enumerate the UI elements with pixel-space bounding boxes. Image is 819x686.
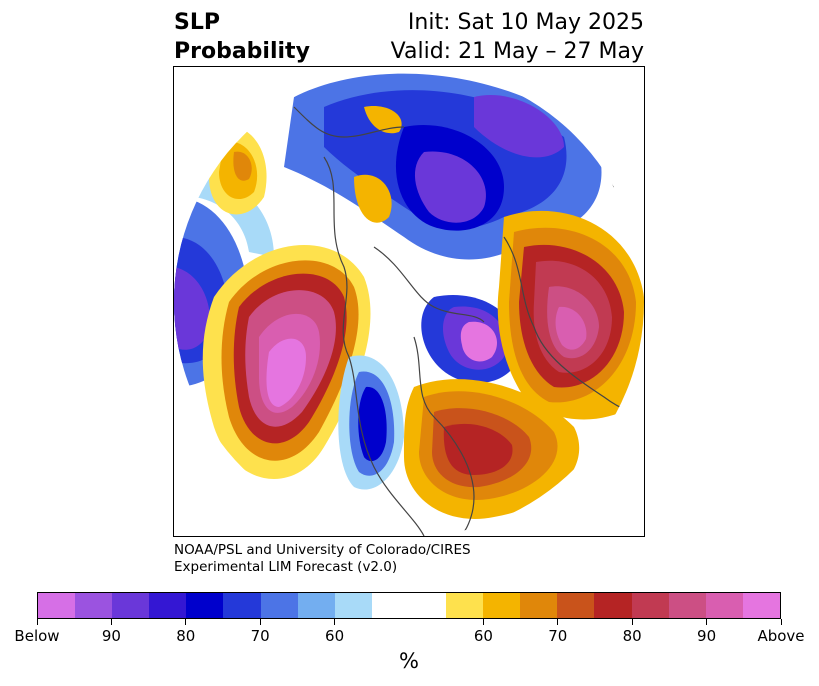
colorbar-tick-label: 70	[250, 627, 270, 645]
colorbar-swatch	[371, 593, 409, 618]
init-date: Init: Sat 10 May 2025	[407, 10, 644, 35]
colorbar-swatch	[446, 593, 484, 618]
valid-range: Valid: 21 May – 27 May	[390, 39, 644, 64]
colorbar-tick-label: Above	[757, 627, 805, 645]
credit-line-1: NOAA/PSL and University of Colorado/CIRE…	[174, 542, 471, 558]
colorbar-swatch	[631, 593, 669, 618]
product-label: Probability	[174, 39, 310, 64]
colorbar-tick-mark	[110, 619, 112, 625]
colorbar-tick-label: 90	[697, 627, 717, 645]
credit-text: NOAA/PSL and University of Colorado/CIRE…	[174, 542, 471, 576]
map-panel	[173, 66, 645, 537]
colorbar-tick-mark	[36, 619, 38, 625]
colorbar-tick-mark	[185, 619, 187, 625]
colorbar-tick-label: Below	[14, 627, 60, 645]
variable-label: SLP	[174, 10, 220, 35]
colorbar-tick-mark	[706, 619, 708, 625]
colorbar	[37, 592, 781, 619]
colorbar-tick-label: 80	[176, 627, 196, 645]
chart-title: SLP Probability	[174, 8, 310, 66]
colorbar-tick-label: 90	[101, 627, 121, 645]
colorbar-tick-mark	[259, 619, 261, 625]
colorbar-unit: %	[399, 649, 419, 673]
colorbar-swatch	[38, 593, 76, 618]
colorbar-swatch	[186, 593, 224, 618]
colorbar-tick-mark	[482, 619, 484, 625]
colorbar-tick-label: 60	[325, 627, 345, 645]
colorbar-swatch	[223, 593, 261, 618]
colorbar-swatch	[75, 593, 113, 618]
colorbar-swatch	[668, 593, 706, 618]
colorbar-swatch	[260, 593, 298, 618]
colorbar-swatch	[408, 593, 447, 618]
colorbar-tick-mark	[557, 619, 559, 625]
colorbar-swatch	[705, 593, 743, 618]
colorbar-swatch	[334, 593, 372, 618]
colorbar-tick-label: 70	[548, 627, 568, 645]
probability-map	[174, 67, 644, 536]
credit-line-2: Experimental LIM Forecast (v2.0)	[174, 559, 398, 575]
colorbar-swatch	[112, 593, 150, 618]
colorbar-swatch	[149, 593, 187, 618]
colorbar-tick-mark	[334, 619, 336, 625]
colorbar-swatch	[557, 593, 595, 618]
colorbar-swatch	[520, 593, 558, 618]
colorbar-swatch	[742, 593, 780, 618]
colorbar-tick-label: 60	[473, 627, 493, 645]
colorbar-tick-mark	[631, 619, 633, 625]
colorbar-swatch	[297, 593, 335, 618]
colorbar-tick-label: 80	[622, 627, 642, 645]
colorbar-swatch	[483, 593, 521, 618]
forecast-dates: Init: Sat 10 May 2025 Valid: 21 May – 27…	[391, 8, 644, 66]
colorbar-swatch	[594, 593, 632, 618]
colorbar-tick-mark	[780, 619, 782, 625]
